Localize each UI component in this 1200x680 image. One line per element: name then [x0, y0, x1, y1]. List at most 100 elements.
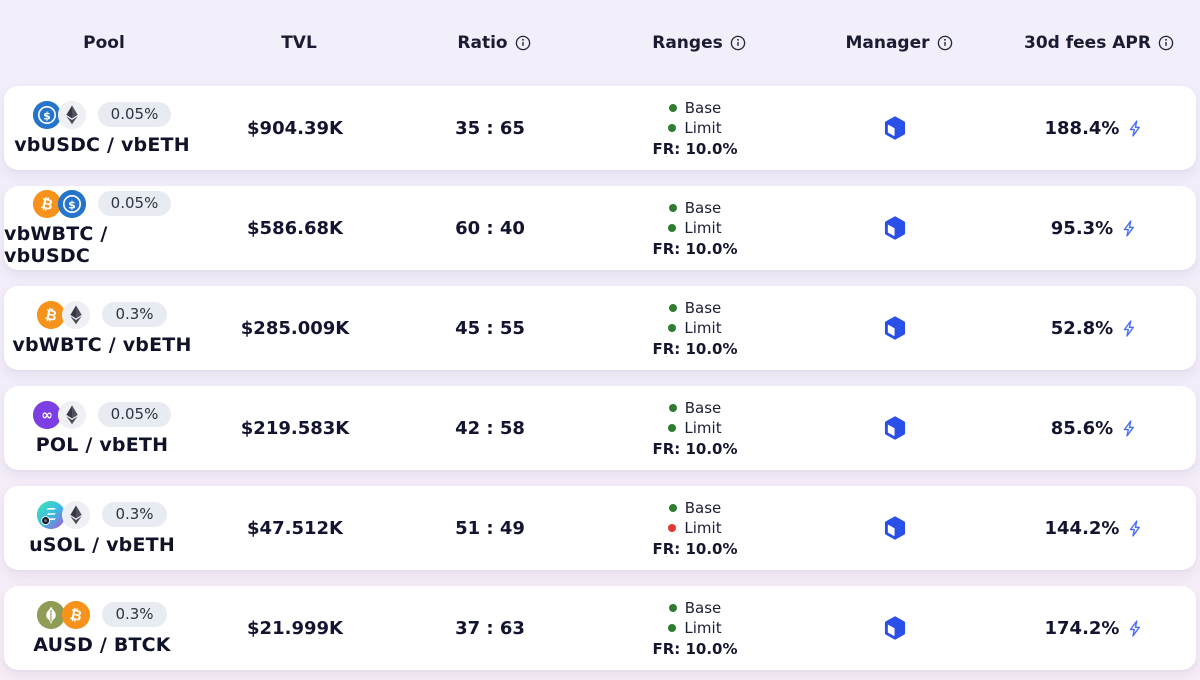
pool-cell: ₿ 0.3% AUSD / BTCK	[4, 600, 200, 656]
eth-icon	[62, 500, 91, 529]
apr-cell: 52.8%	[990, 318, 1200, 339]
column-header: 30d fees APR	[994, 33, 1200, 53]
btc-icon: ₿	[62, 600, 91, 629]
pool-cell: ∞ 0.05% POL / vbETH	[4, 400, 200, 456]
pool-row[interactable]: ₿ $ 0.05% vbWBTC / vbUSDC $586.68K 60 : …	[4, 186, 1196, 270]
limit-status-dot	[668, 623, 677, 632]
fee-rate-value: FR: 10.0%	[652, 239, 738, 258]
tvl-value: $586.68K	[247, 217, 343, 239]
fee-tier-badge: 0.3%	[102, 602, 167, 627]
manager-cube-icon[interactable]	[882, 115, 908, 141]
usdc-icon: $	[32, 100, 61, 129]
apr-value: 188.4%	[1044, 117, 1120, 139]
pool-cell: ₿ $ 0.05% vbWBTC / vbUSDC	[4, 189, 200, 267]
usdc-icon: $	[57, 189, 86, 218]
lightning-bolt-icon[interactable]	[1126, 619, 1145, 638]
fee-tier-badge: 0.3%	[102, 502, 167, 527]
manager-cube-icon[interactable]	[882, 515, 908, 541]
manager-cell	[800, 215, 990, 241]
fee-rate-value: FR: 10.0%	[652, 339, 738, 358]
base-range-label: Base	[684, 298, 722, 317]
base-status-dot	[668, 503, 677, 512]
column-header-label: 30d fees APR	[1024, 33, 1151, 53]
pool-cell: 0.3% uSOL / vbETH	[4, 500, 200, 556]
pool-name: vbWBTC / vbUSDC	[4, 222, 108, 267]
manager-cell	[800, 615, 990, 641]
manager-cube-icon[interactable]	[882, 215, 908, 241]
info-icon[interactable]	[1158, 35, 1174, 51]
manager-cube-icon[interactable]	[882, 415, 908, 441]
pool-row[interactable]: $ 0.05% vbUSDC / vbETH $904.39K 35 : 65 …	[4, 86, 1196, 170]
ratio-value: 35 : 65	[455, 117, 525, 139]
pool-cell: $ 0.05% vbUSDC / vbETH	[4, 100, 200, 156]
ausd-icon	[37, 600, 66, 629]
fee-rate-value: FR: 10.0%	[652, 439, 738, 458]
pool-row[interactable]: 0.3% uSOL / vbETH $47.512K 51 : 49 Base …	[4, 486, 1196, 570]
apr-cell: 144.2%	[990, 518, 1200, 539]
column-header-label: Ratio	[457, 33, 508, 53]
ranges-cell: Base Limit FR: 10.0%	[590, 199, 800, 258]
limit-status-dot	[668, 423, 677, 432]
base-range-label: Base	[684, 198, 722, 217]
ranges-cell: Base Limit FR: 10.0%	[590, 599, 800, 658]
pool-name: uSOL / vbETH	[29, 533, 175, 556]
lightning-bolt-icon[interactable]	[1120, 319, 1139, 338]
apr-value: 85.6%	[1050, 417, 1114, 439]
tvl-value: $904.39K	[247, 117, 343, 139]
ranges-cell: Base Limit FR: 10.0%	[590, 299, 800, 358]
column-header-label: Ranges	[652, 33, 723, 53]
manager-cell	[800, 115, 990, 141]
apr-value: 144.2%	[1044, 517, 1120, 539]
token-pair-icons: ∞	[32, 400, 86, 429]
btc-icon: ₿	[32, 189, 61, 218]
fee-rate-value: FR: 10.0%	[652, 539, 738, 558]
ranges-cell: Base Limit FR: 10.0%	[590, 399, 800, 458]
apr-value: 52.8%	[1050, 317, 1114, 339]
svg-text:$: $	[68, 198, 76, 211]
lightning-bolt-icon[interactable]	[1120, 219, 1139, 238]
svg-text:∞: ∞	[41, 407, 53, 423]
base-status-dot	[668, 103, 677, 112]
column-header-label: TVL	[281, 33, 317, 53]
limit-range-label: Limit	[684, 518, 722, 537]
eth-icon	[57, 400, 86, 429]
table-rows: $ 0.05% vbUSDC / vbETH $904.39K 35 : 65 …	[0, 86, 1200, 670]
fee-tier-badge: 0.05%	[97, 402, 172, 427]
apr-value: 95.3%	[1050, 217, 1114, 239]
lightning-bolt-icon[interactable]	[1126, 119, 1145, 138]
eth-icon	[57, 100, 86, 129]
base-status-dot	[668, 303, 677, 312]
fee-tier-badge: 0.3%	[102, 302, 167, 327]
ratio-value: 42 : 58	[455, 417, 525, 439]
pool-row[interactable]: ∞ 0.05% POL / vbETH $219.583K 42 : 58 Ba…	[4, 386, 1196, 470]
limit-range-label: Limit	[684, 318, 722, 337]
tvl-value: $219.583K	[240, 417, 350, 439]
limit-range-label: Limit	[684, 618, 722, 637]
ratio-value: 60 : 40	[455, 217, 525, 239]
manager-cube-icon[interactable]	[882, 315, 908, 341]
eth-icon	[62, 300, 91, 329]
lightning-bolt-icon[interactable]	[1120, 419, 1139, 438]
base-range-label: Base	[684, 598, 722, 617]
base-range-label: Base	[684, 498, 722, 517]
limit-range-label: Limit	[684, 418, 722, 437]
fee-tier-badge: 0.05%	[97, 102, 172, 127]
base-range-label: Base	[684, 398, 722, 417]
info-icon[interactable]	[730, 35, 746, 51]
base-status-dot	[668, 403, 677, 412]
info-icon[interactable]	[937, 35, 953, 51]
ratio-value: 51 : 49	[455, 517, 525, 539]
manager-cube-icon[interactable]	[882, 615, 908, 641]
info-icon[interactable]	[515, 35, 531, 51]
lightning-bolt-icon[interactable]	[1126, 519, 1145, 538]
apr-cell: 95.3%	[990, 218, 1200, 239]
apr-cell: 174.2%	[990, 618, 1200, 639]
table-header: Pool TVL Ratio Ranges Manager 30d fees A…	[0, 0, 1200, 86]
pool-row[interactable]: ₿ 0.3% vbWBTC / vbETH $285.009K 45 : 55 …	[4, 286, 1196, 370]
token-pair-icons: ₿	[37, 600, 91, 629]
base-range-label: Base	[684, 98, 722, 117]
pool-row[interactable]: ₿ 0.3% AUSD / BTCK $21.999K 37 : 63 Base…	[4, 586, 1196, 670]
limit-range-label: Limit	[684, 118, 722, 137]
pool-name: AUSD / BTCK	[33, 633, 171, 656]
